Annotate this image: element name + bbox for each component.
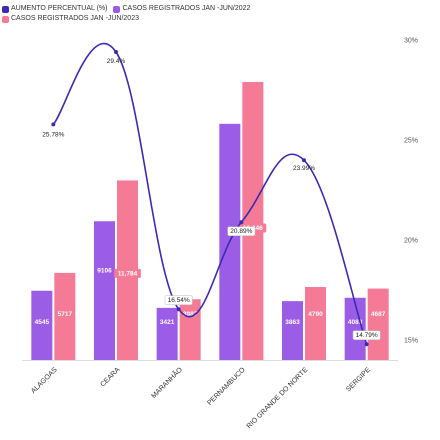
legend: AUMENTO PERCENTUAL (%) CASOS REGISTRADOS… [2,4,250,24]
bar-2022-label-5: 3863 [285,319,300,326]
category-label-6: SERGIPE [345,366,372,393]
bar-2023-label-3: 3987 [183,311,198,318]
percent-label-1: 25.78% [42,131,64,138]
percent-point-4 [239,220,244,225]
percent-point-2 [114,50,118,54]
legend-item-2023: CASOS REGISTRADOS JAN -JUN/2023 [2,14,139,24]
bar-2023-label-2: 11,784 [118,270,138,277]
right-axis-tick-20: 20% [404,238,418,245]
bar-2023-label-bg-2 [114,268,141,278]
category-label-3: MARANHÃO [149,365,184,400]
legend-label-2023: CASOS REGISTRADOS JAN -JUN/2023 [11,15,139,22]
percent-point-5 [302,158,306,163]
percent-point-3 [176,307,181,312]
bar-2023-label-bg-6 [368,309,388,319]
bar-2022-5 [282,301,303,360]
category-label-4: PERNAMBUCO [206,366,247,407]
legend-item-2022: CASOS REGISTRADOS JAN -JUN/2022 [113,4,250,14]
percent-label-bg-3 [164,295,193,305]
category-label-5: RIO GRANDE DO NORTE [246,366,310,430]
percent-label-2: 29.4% [107,58,126,65]
right-axis-tick-25: 25% [404,138,418,145]
bar-2022-6 [344,297,366,360]
percent-point-6 [364,342,369,347]
bar-2023-4 [242,81,264,361]
bar-2023-label-bg-1 [55,309,75,319]
percent-label-5: 23.99% [293,165,315,172]
category-label-2: CEARA [99,366,121,388]
bar-2022-3 [156,307,178,360]
legend-row-2: CASOS REGISTRADOS JAN -JUN/2023 [2,14,250,24]
right-axis-tick-15: 15% [404,338,418,345]
bar-2022-label-6: 4083 [348,319,363,326]
legend-swatch-2022 [113,5,121,13]
legend-item-percent: AUMENTO PERCENTUAL (%) [2,4,107,14]
bar-2023-label-5: 4790 [308,311,323,318]
bar-2023-label-1: 5717 [58,311,73,318]
percent-label-3: 16.54% [168,297,190,304]
legend-label-percent: AUMENTO PERCENTUAL (%) [11,5,108,12]
percent-label-4: 20.89% [230,228,252,235]
bar-2022-1 [31,290,53,360]
bar-2023-label-6: 4687 [371,311,386,318]
bar-2023-6 [367,288,389,360]
percent-label-6: 14.79% [356,332,378,339]
bar-2023-3 [179,299,201,360]
bar-2022-label-3: 3421 [160,319,175,326]
percent-point-1 [51,122,56,127]
legend-swatch-percent [2,5,9,13]
percent-label-bg-6 [352,330,381,340]
bar-2022-label-2: 9106 [97,268,112,275]
bar-2022-2 [94,221,115,360]
percent-line [52,42,368,345]
bar-2023-5 [305,287,326,360]
bar-2023-label-bg-5 [305,309,326,319]
right-axis-tick-30: 30% [404,38,418,45]
legend-row-1: AUMENTO PERCENTUAL (%) CASOS REGISTRADOS… [2,4,250,14]
percent-label-bg-4 [227,226,256,236]
legend-label-2022: CASOS REGISTRADOS JAN -JUN/2022 [122,5,251,12]
bar-2022-label-1: 4545 [35,319,50,326]
legend-swatch-2023 [2,15,9,23]
category-label-1: ALAGOAS [30,366,59,395]
